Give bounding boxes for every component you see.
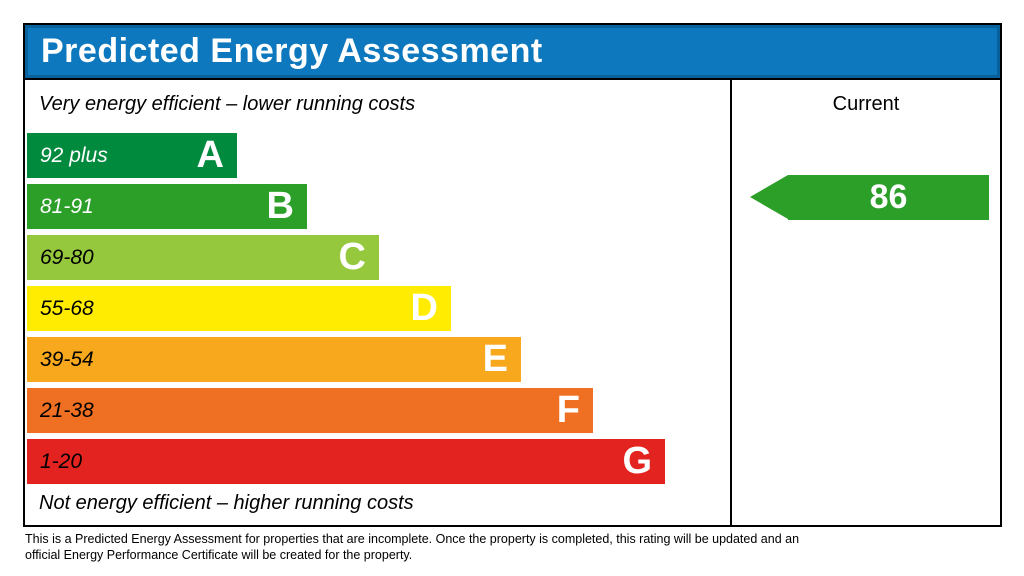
energy-rating-chart: Very energy efficient – lower running co… (25, 80, 730, 525)
band-bar-d: 55-68 D (27, 286, 451, 331)
band-letter: E (482, 338, 508, 380)
band-letter: G (622, 440, 652, 482)
band-bar-a: 92 plus A (27, 133, 237, 178)
band-letter: D (410, 287, 438, 329)
band-bar-b: 81-91 B (27, 184, 307, 229)
band-bar-e: 39-54 E (27, 337, 521, 382)
band-row-d: 55-68 D (27, 286, 730, 331)
band-range-label: 39-54 (40, 347, 94, 371)
band-range-label: 21-38 (40, 398, 94, 422)
disclaimer-line-2: official Energy Performance Certificate … (25, 547, 413, 562)
band-letter: F (556, 389, 580, 431)
band-row-f: 21-38 F (27, 388, 730, 433)
arrow-tip-icon (750, 175, 788, 219)
band-range-label: 81-91 (40, 194, 94, 218)
band-row-b: 81-91 B (27, 184, 730, 229)
current-rating-value: 86 (869, 178, 908, 216)
band-bar-c: 69-80 C (27, 235, 379, 280)
band-range-label: 1-20 (40, 449, 83, 473)
caption-not-efficient: Not energy efficient – higher running co… (39, 492, 414, 514)
band-letter: A (196, 134, 224, 176)
certificate-body: Very energy efficient – lower running co… (25, 80, 1000, 525)
current-column-header: Current (732, 93, 1000, 116)
disclaimer-text: This is a Predicted Energy Assessment fo… (25, 532, 799, 563)
band-range-label: 92 plus (40, 143, 108, 167)
title-bar: Predicted Energy Assessment (25, 25, 1000, 80)
caption-efficient: Very energy efficient – lower running co… (39, 93, 416, 115)
current-rating-column: Current 86 (730, 80, 1000, 525)
page-title: Predicted Energy Assessment (41, 32, 543, 70)
rating-bands: 92 plus A 81-91 B 69-80 C (27, 133, 730, 490)
band-bar-g: 1-20 G (27, 439, 665, 484)
band-letter: C (338, 236, 366, 278)
band-bar-f: 21-38 F (27, 388, 593, 433)
energy-assessment-certificate: Predicted Energy Assessment Very energy … (23, 23, 1002, 527)
band-letter: B (266, 185, 294, 227)
current-label: Current (832, 93, 900, 115)
band-range-label: 69-80 (40, 245, 94, 269)
disclaimer-line-1: This is a Predicted Energy Assessment fo… (25, 532, 800, 546)
band-row-c: 69-80 C (27, 235, 730, 280)
band-range-label: 55-68 (40, 296, 94, 320)
band-row-g: 1-20 G (27, 439, 730, 484)
arrow-body: 86 (788, 175, 989, 220)
current-rating-arrow: 86 (750, 175, 989, 220)
band-row-a: 92 plus A (27, 133, 730, 178)
band-row-e: 39-54 E (27, 337, 730, 382)
